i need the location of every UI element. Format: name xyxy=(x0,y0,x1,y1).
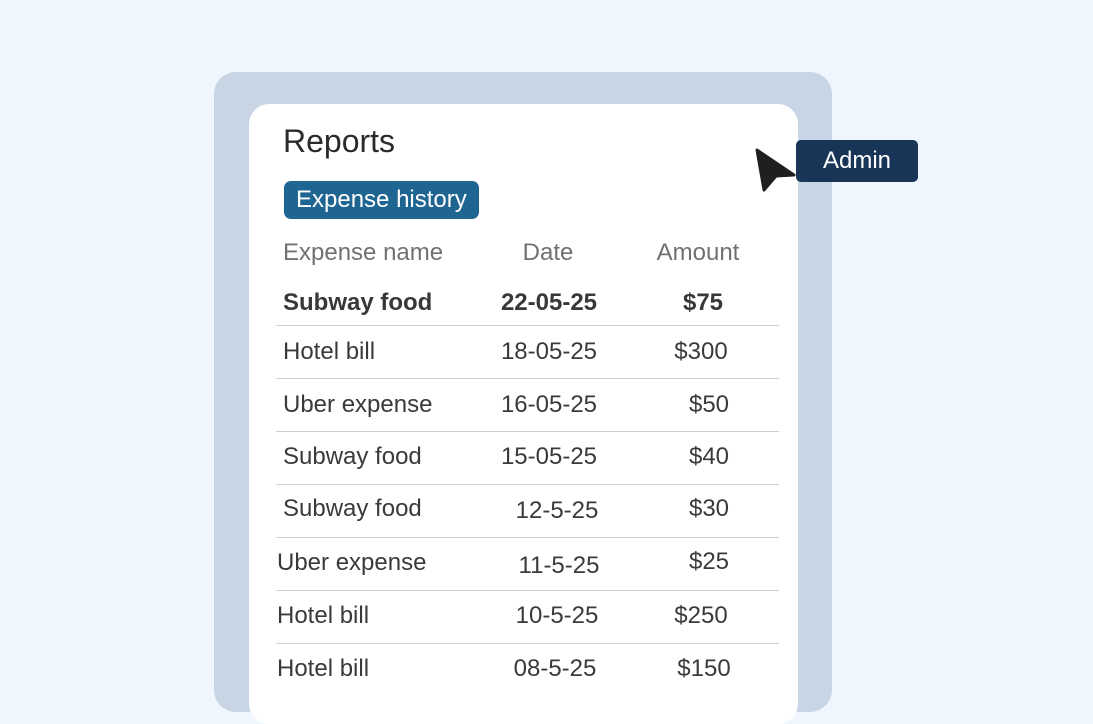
table-row-1-date: 18-05-25 xyxy=(500,338,598,365)
row-divider xyxy=(276,537,779,538)
admin-pointer-label: Admin xyxy=(796,140,918,182)
table-row-4-amount: $30 xyxy=(688,495,730,522)
table-row-2-date: 16-05-25 xyxy=(500,391,598,418)
table-row-0-amount: $75 xyxy=(682,289,724,316)
table-row-4-name[interactable]: Subway food xyxy=(283,495,422,522)
table-row-6-date: 10-5-25 xyxy=(515,602,599,629)
table-row-6-amount: $250 xyxy=(674,602,728,629)
table-row-0-date: 22-05-25 xyxy=(500,289,598,316)
column-header-expense-name[interactable]: Expense name xyxy=(283,239,444,266)
table-row-6-name[interactable]: Hotel bill xyxy=(277,602,370,629)
row-divider xyxy=(276,643,779,644)
column-header-amount[interactable]: Amount xyxy=(656,239,740,266)
table-row-1-name[interactable]: Hotel bill xyxy=(283,338,376,365)
table-row-5-amount: $25 xyxy=(688,548,730,575)
table-row-4-date: 12-5-25 xyxy=(515,497,599,524)
row-divider xyxy=(276,378,779,379)
table-row-2-name[interactable]: Uber expense xyxy=(283,391,433,418)
table-row-3-name[interactable]: Subway food xyxy=(283,443,422,470)
page-title: Reports xyxy=(283,123,396,159)
table-row-5-name[interactable]: Uber expense xyxy=(277,549,427,576)
table-row-7-date: 08-5-25 xyxy=(513,655,597,682)
column-header-date[interactable]: Date xyxy=(522,239,574,266)
tab-expense-history[interactable]: Expense history xyxy=(284,181,479,219)
row-divider xyxy=(276,431,779,432)
row-divider xyxy=(276,590,779,591)
table-row-0-name[interactable]: Subway food xyxy=(283,289,433,316)
cursor-arrow-icon xyxy=(755,148,796,192)
table-row-5-date: 11-5-25 xyxy=(518,552,600,579)
table-row-3-amount: $40 xyxy=(688,443,730,470)
table-row-3-date: 15-05-25 xyxy=(500,443,598,470)
row-divider xyxy=(276,325,779,326)
table-row-1-amount: $300 xyxy=(674,338,728,365)
row-divider xyxy=(276,484,779,485)
table-row-7-name[interactable]: Hotel bill xyxy=(277,655,370,682)
table-row-7-amount: $150 xyxy=(677,655,731,682)
table-row-2-amount: $50 xyxy=(688,391,730,418)
